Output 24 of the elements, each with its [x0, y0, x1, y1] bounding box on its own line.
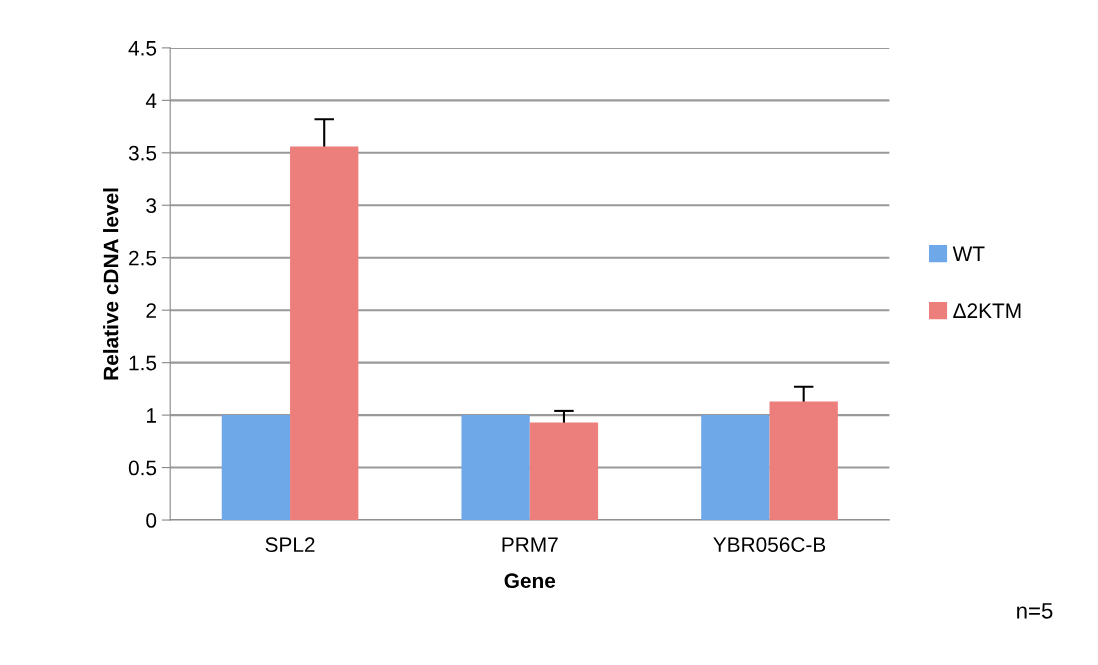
y-tick-label: 3.5 [128, 145, 157, 161]
y-tick-label: 1 [147, 408, 156, 423]
y-tick-label: 2 [146, 303, 156, 318]
bar [701, 415, 770, 521]
x-tick-label: PRM7 [502, 537, 558, 552]
x-axis-title: Gene [504, 573, 556, 589]
bar [461, 415, 530, 521]
bar [221, 415, 291, 521]
text: n=5 [1017, 603, 1053, 619]
y-axis-title: Relative cDNA level [103, 188, 119, 380]
y-tick-label: 2.5 [129, 250, 157, 266]
bar [290, 146, 359, 521]
legend-label: WT [952, 246, 985, 261]
y-tick-label: 4 [145, 93, 157, 108]
legend-label: Δ2KTM [953, 303, 1021, 318]
x-tick-label: YBR056C-B [713, 537, 826, 552]
y-tick-label: 1.5 [129, 355, 157, 371]
y-tick-label: 0.5 [128, 460, 157, 476]
x-tick-label: SPL2 [265, 537, 315, 552]
y-tick-label: 3 [146, 198, 157, 214]
bar [529, 422, 599, 521]
y-tick-label: 0 [146, 513, 157, 528]
y-tick-label: 4.5 [128, 41, 157, 56]
bar [769, 401, 838, 521]
